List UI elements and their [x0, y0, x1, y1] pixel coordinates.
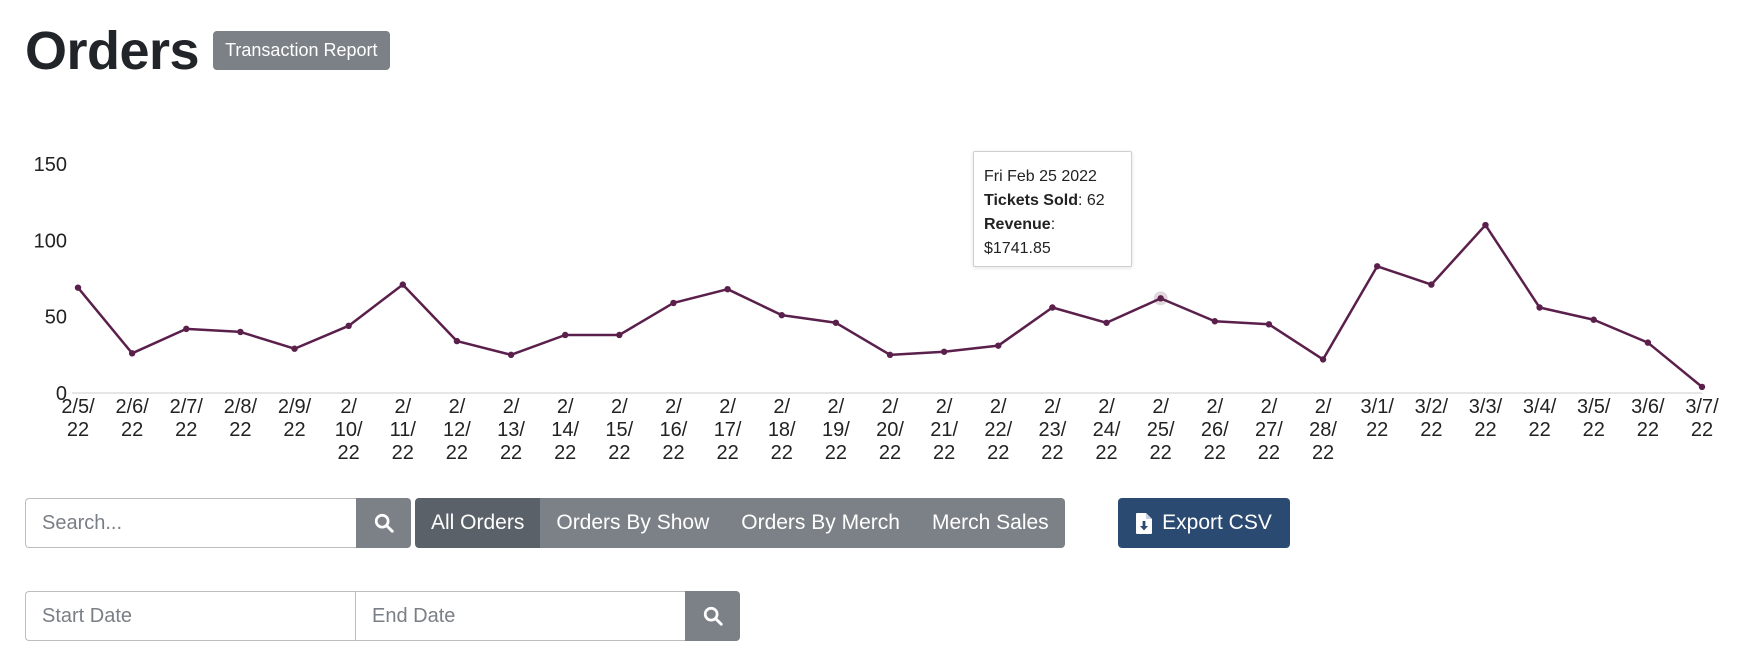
x-tick-label: 2/23/22 — [1038, 396, 1066, 464]
data-point[interactable] — [995, 342, 1002, 349]
y-tick-label: 50 — [45, 307, 67, 329]
data-point[interactable] — [670, 299, 677, 307]
export-csv-label: Export CSV — [1162, 511, 1272, 534]
data-point[interactable] — [616, 331, 623, 339]
chart-tooltip: Fri Feb 25 2022 Tickets Sold: 62 Revenue… — [973, 151, 1132, 267]
x-tick-label: 2/24/22 — [1093, 396, 1121, 464]
x-tick-label: 2/9/22 — [278, 396, 312, 441]
search-input[interactable] — [25, 498, 356, 548]
tab-orders-by-merch[interactable]: Orders By Merch — [725, 498, 916, 548]
tooltip-revenue: Revenue: — [984, 216, 1056, 233]
data-point[interactable] — [1482, 221, 1489, 229]
data-point[interactable] — [832, 319, 840, 326]
tooltip-tickets-value: 62 — [1086, 192, 1105, 209]
x-tick-label: 3/5/22 — [1577, 396, 1611, 441]
data-point[interactable] — [778, 311, 785, 319]
x-tick-label: 2/17/22 — [714, 396, 742, 464]
x-tick-label: 3/1/22 — [1361, 396, 1395, 441]
data-point[interactable] — [1698, 383, 1706, 391]
data-point[interactable] — [1211, 318, 1219, 325]
series-line — [77, 223, 1703, 388]
x-tick-label: 2/7/22 — [170, 396, 204, 441]
data-point[interactable] — [345, 322, 352, 330]
x-tick-label: 3/3/22 — [1469, 396, 1503, 441]
x-tick-label: 2/11/22 — [390, 396, 417, 464]
search-icon — [374, 513, 394, 533]
x-tick-label: 2/28/22 — [1309, 396, 1337, 464]
search-and-filter-row: All Orders Orders By Show Orders By Merc… — [25, 498, 1065, 548]
x-tick-label: 2/15/22 — [605, 396, 633, 464]
x-tick-label: 3/7/22 — [1685, 396, 1719, 441]
end-date-input[interactable] — [355, 591, 685, 641]
y-tick-label: 0 — [56, 383, 67, 405]
page-header: Orders Transaction Report — [25, 18, 390, 84]
tab-merch-sales[interactable]: Merch Sales — [915, 498, 1065, 548]
tab-all-orders[interactable]: All Orders — [415, 498, 541, 548]
x-tick-label: 3/6/22 — [1631, 396, 1665, 441]
x-tick-label: 2/14/22 — [551, 396, 579, 464]
tooltip-revenue-value: $1741.85 — [984, 240, 1051, 257]
x-tick-label: 2/5/22 — [61, 396, 95, 441]
data-point[interactable] — [562, 331, 569, 339]
x-tick-label: 3/4/22 — [1523, 396, 1557, 441]
search-button[interactable] — [356, 498, 411, 548]
x-tick-label: 2/20/22 — [876, 396, 904, 464]
page-title: Orders — [25, 21, 200, 81]
x-tick-label: 2/16/22 — [660, 396, 688, 464]
tooltip-tickets: Tickets Sold: 62 — [984, 192, 1105, 209]
data-point[interactable] — [74, 284, 82, 291]
tooltip-revenue-label: Revenue — [984, 216, 1051, 233]
data-point[interactable] — [1319, 356, 1327, 363]
x-tick-label: 2/13/22 — [497, 396, 525, 464]
transaction-report-button[interactable]: Transaction Report — [213, 30, 390, 70]
data-point[interactable] — [183, 325, 190, 333]
x-tick-label: 2/22/22 — [984, 396, 1012, 464]
data-point[interactable] — [1428, 281, 1435, 288]
data-point[interactable] — [1103, 319, 1110, 326]
x-tick-label: 2/26/22 — [1201, 396, 1229, 464]
tooltip-date: Fri Feb 25 2022 — [984, 168, 1097, 185]
data-point[interactable] — [1590, 316, 1597, 323]
data-point[interactable] — [1374, 263, 1381, 270]
search-icon — [703, 606, 723, 626]
x-tick-label: 2/25/22 — [1147, 396, 1175, 464]
x-tick-label: 2/10/22 — [335, 396, 363, 464]
file-download-icon — [1136, 512, 1153, 534]
data-point[interactable] — [1049, 304, 1056, 311]
export-csv-button[interactable]: Export CSV — [1118, 498, 1290, 548]
data-point[interactable] — [237, 328, 244, 336]
orders-line-chart: 0 50 100 150 2/5/22 2/6/22 2/7/22 2/8/22 2/9/22 2… — [34, 154, 1719, 464]
data-point[interactable] — [291, 345, 298, 352]
x-tick-label: 2/12/22 — [443, 396, 471, 464]
tab-orders-by-show[interactable]: Orders By Show — [540, 498, 726, 548]
data-point[interactable] — [1265, 321, 1273, 328]
x-tick-label: 2/8/22 — [224, 396, 258, 441]
data-point[interactable] — [1644, 339, 1652, 346]
x-tick-label: 3/2/22 — [1415, 396, 1449, 441]
data-point[interactable] — [724, 285, 731, 293]
tooltip-tickets-label: Tickets Sold — [984, 192, 1078, 209]
y-tick-label: 100 — [34, 230, 67, 252]
data-point[interactable] — [1157, 295, 1164, 302]
start-date-input[interactable] — [25, 591, 355, 641]
y-tick-label: 150 — [34, 154, 67, 176]
x-tick-label: 2/18/22 — [768, 396, 796, 464]
data-point[interactable] — [399, 281, 406, 288]
x-tick-label: 2/21/22 — [930, 396, 958, 464]
x-tick-label: 2/19/22 — [822, 396, 850, 464]
data-point[interactable] — [940, 348, 948, 355]
order-view-tabs: All Orders Orders By Show Orders By Merc… — [415, 498, 1065, 548]
data-point[interactable] — [128, 350, 136, 357]
data-point[interactable] — [507, 351, 515, 359]
data-point[interactable] — [886, 351, 894, 359]
x-tick-label: 2/6/22 — [115, 396, 149, 441]
date-search-button[interactable] — [685, 591, 740, 641]
data-point[interactable] — [1536, 304, 1543, 311]
data-point[interactable] — [453, 337, 461, 345]
date-filter-row — [25, 591, 740, 641]
x-tick-label: 2/27/22 — [1255, 396, 1283, 464]
